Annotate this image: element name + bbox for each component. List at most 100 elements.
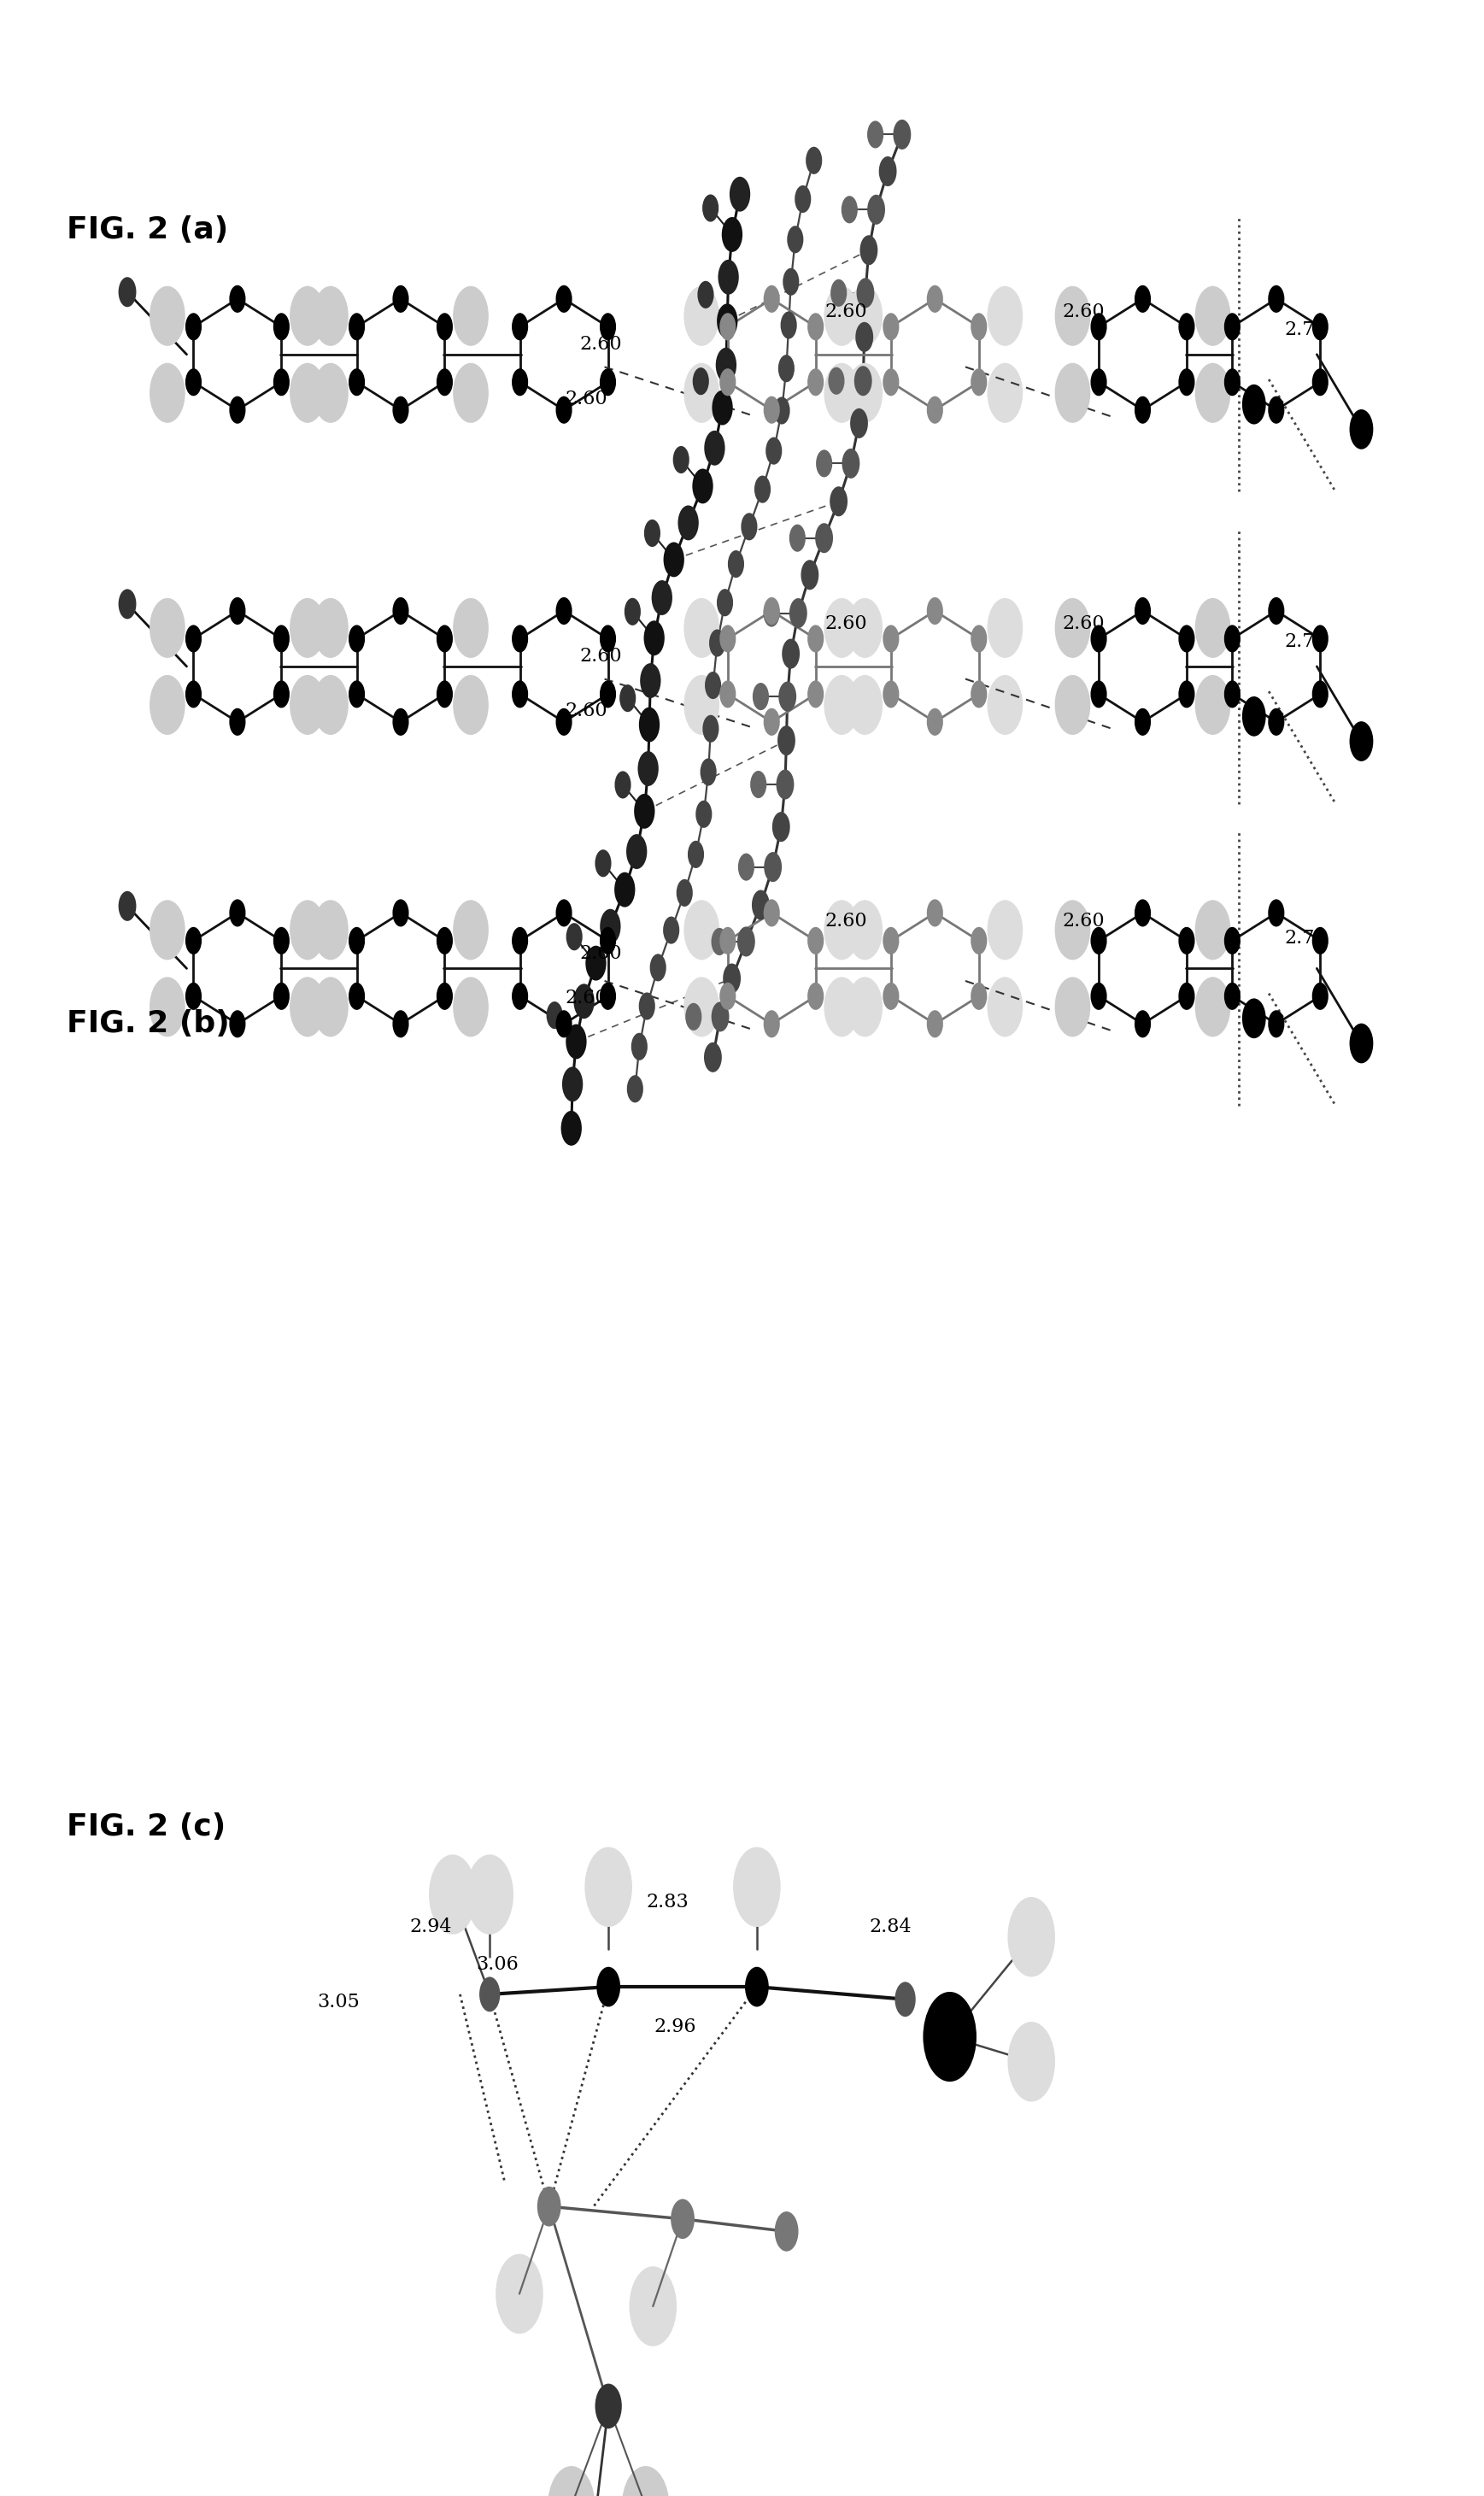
Circle shape — [693, 469, 714, 504]
Circle shape — [614, 771, 631, 799]
Circle shape — [600, 624, 616, 651]
Circle shape — [1349, 409, 1373, 449]
Circle shape — [672, 447, 689, 474]
Circle shape — [847, 599, 883, 659]
Circle shape — [230, 709, 246, 736]
Text: 3.05: 3.05 — [318, 1992, 359, 2012]
Circle shape — [273, 312, 289, 339]
Circle shape — [763, 599, 779, 626]
Circle shape — [600, 312, 616, 339]
Circle shape — [453, 976, 488, 1036]
Circle shape — [619, 684, 635, 711]
Circle shape — [1091, 983, 1107, 1011]
Circle shape — [855, 322, 873, 352]
Circle shape — [1195, 674, 1230, 734]
Circle shape — [926, 285, 944, 312]
Text: 2.60: 2.60 — [580, 334, 622, 354]
Circle shape — [1242, 384, 1266, 424]
Circle shape — [555, 597, 573, 624]
Circle shape — [289, 674, 325, 734]
Circle shape — [684, 976, 720, 1036]
Circle shape — [1008, 2022, 1055, 2102]
Circle shape — [1242, 998, 1266, 1038]
Circle shape — [775, 2211, 798, 2251]
Circle shape — [1135, 899, 1152, 926]
Circle shape — [1312, 926, 1328, 953]
Circle shape — [987, 599, 1022, 659]
Circle shape — [686, 1003, 702, 1031]
Circle shape — [738, 854, 754, 881]
Circle shape — [776, 769, 794, 799]
Circle shape — [745, 1967, 769, 2007]
Circle shape — [1195, 976, 1230, 1036]
Circle shape — [600, 681, 616, 709]
Circle shape — [883, 681, 899, 709]
Circle shape — [789, 524, 806, 552]
Circle shape — [1055, 287, 1091, 347]
Circle shape — [806, 147, 822, 175]
Circle shape — [1091, 681, 1107, 709]
Circle shape — [684, 674, 720, 734]
Circle shape — [640, 706, 660, 741]
Circle shape — [150, 287, 186, 347]
Circle shape — [595, 849, 611, 876]
Circle shape — [971, 369, 987, 397]
Circle shape — [847, 674, 883, 734]
Circle shape — [684, 362, 720, 422]
Circle shape — [1224, 369, 1241, 397]
Circle shape — [663, 916, 680, 943]
Circle shape — [720, 681, 736, 709]
Circle shape — [150, 976, 186, 1036]
Circle shape — [1055, 362, 1091, 422]
Circle shape — [273, 624, 289, 651]
Circle shape — [709, 629, 726, 656]
Circle shape — [663, 542, 684, 577]
Circle shape — [741, 512, 757, 539]
Circle shape — [824, 362, 859, 422]
Circle shape — [1135, 1011, 1152, 1038]
Circle shape — [677, 879, 693, 906]
Circle shape — [789, 599, 807, 629]
Text: 2.60: 2.60 — [580, 943, 622, 963]
Circle shape — [230, 1011, 246, 1038]
Circle shape — [512, 926, 528, 953]
Text: 2.60: 2.60 — [565, 701, 607, 721]
Circle shape — [987, 901, 1022, 961]
Circle shape — [815, 524, 833, 554]
Text: 2.84: 2.84 — [870, 1917, 911, 1937]
Circle shape — [718, 260, 739, 295]
Circle shape — [119, 589, 137, 619]
Circle shape — [764, 1011, 781, 1038]
Circle shape — [555, 397, 573, 424]
Circle shape — [687, 841, 703, 869]
Circle shape — [313, 287, 349, 347]
Circle shape — [700, 759, 717, 786]
Circle shape — [684, 901, 720, 961]
Circle shape — [926, 597, 944, 624]
Circle shape — [720, 624, 736, 651]
Circle shape — [1091, 926, 1107, 953]
Circle shape — [150, 901, 186, 961]
Circle shape — [512, 681, 528, 709]
Circle shape — [186, 926, 202, 953]
Circle shape — [273, 369, 289, 397]
Circle shape — [712, 389, 733, 424]
Circle shape — [1349, 721, 1373, 761]
Circle shape — [230, 397, 246, 424]
Text: FIG. 2 (a): FIG. 2 (a) — [67, 215, 229, 245]
Circle shape — [313, 599, 349, 659]
Circle shape — [971, 624, 987, 651]
Circle shape — [349, 312, 365, 339]
Circle shape — [807, 369, 824, 397]
Circle shape — [1178, 624, 1195, 651]
Circle shape — [453, 362, 488, 422]
Circle shape — [1312, 983, 1328, 1011]
Circle shape — [1224, 624, 1241, 651]
Circle shape — [764, 899, 781, 926]
Circle shape — [392, 597, 410, 624]
Text: 2.60: 2.60 — [565, 389, 607, 409]
Circle shape — [597, 1967, 620, 2007]
Circle shape — [773, 397, 789, 424]
Circle shape — [782, 267, 798, 295]
Circle shape — [787, 225, 803, 252]
